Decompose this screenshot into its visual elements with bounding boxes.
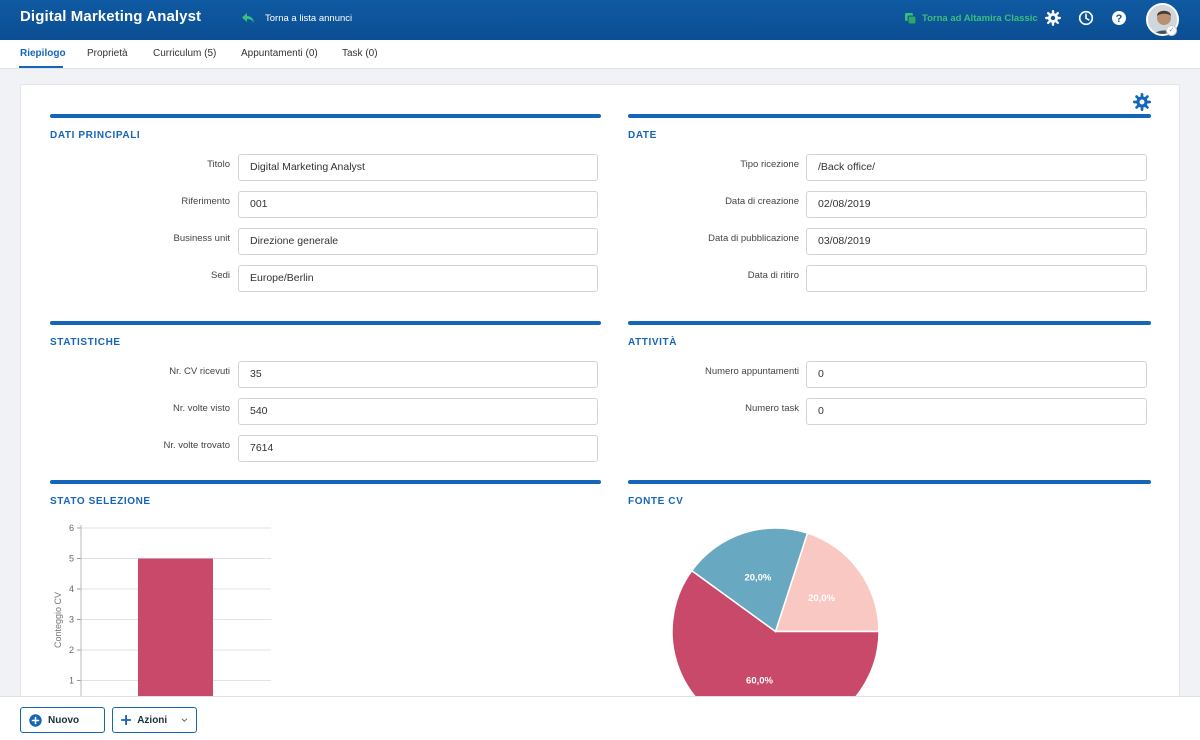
section-divider <box>628 480 1151 484</box>
plus-circle-icon <box>29 713 42 727</box>
section-title-statistiche: STATISTICHE <box>50 337 121 348</box>
tab-proprieta[interactable]: Proprietà <box>87 48 128 59</box>
titolo-field[interactable]: Digital Marketing Analyst <box>238 154 598 181</box>
clock-icon[interactable] <box>1078 10 1094 26</box>
gear-icon[interactable] <box>1045 10 1061 26</box>
stato-selezione-bar-chart: 1 2 3 4 5 6 Conteggio CV <box>53 523 271 703</box>
numero-appuntamenti-field[interactable]: 0 <box>806 361 1147 388</box>
altamira-classic-link[interactable]: Torna ad Altamira Classic <box>904 12 1038 25</box>
pie-slice <box>690 527 809 633</box>
cv-ricevuti-field[interactable]: 35 <box>238 361 598 388</box>
tab-curriculum[interactable]: Curriculum (5) <box>153 48 217 59</box>
help-icon[interactable]: ? <box>1111 10 1127 26</box>
pie-slice <box>774 532 880 633</box>
tab-appuntamenti[interactable]: Appuntamenti (0) <box>241 48 318 59</box>
section-divider <box>50 321 601 325</box>
chart-bar <box>138 558 213 703</box>
field-label-data-creazione: Data di creazione <box>725 196 799 207</box>
active-tab-indicator <box>19 66 63 68</box>
summary-card: DATI PRINCIPALI Titolo Digital Marketing… <box>20 84 1180 704</box>
tab-task[interactable]: Task (0) <box>342 48 378 59</box>
plus-icon <box>121 714 132 726</box>
section-divider <box>50 114 601 118</box>
data-pubblicazione-field[interactable]: 03/08/2019 <box>806 228 1147 255</box>
y-tick-label: 5 <box>69 554 74 564</box>
volte-visto-field[interactable]: 540 <box>238 398 598 425</box>
y-tick-label: 1 <box>69 676 74 686</box>
riferimento-field[interactable]: 001 <box>238 191 598 218</box>
pie-slice-label: 20,0% <box>808 593 835 604</box>
tab-bar: Riepilogo Proprietà Curriculum (5) Appun… <box>0 40 1200 69</box>
chevron-down-icon <box>181 718 188 722</box>
y-tick-label: 3 <box>69 615 74 625</box>
section-title-date: DATE <box>628 130 657 141</box>
tab-riepilogo[interactable]: Riepilogo <box>20 48 66 59</box>
back-to-list-link[interactable]: Torna a lista annunci <box>241 12 352 24</box>
sedi-field[interactable]: Europe/Berlin <box>238 265 598 292</box>
field-label-numero-task: Numero task <box>745 403 799 414</box>
y-tick-label: 2 <box>69 645 74 655</box>
back-arrow-icon <box>242 13 254 23</box>
copy-icon <box>905 13 917 25</box>
section-title-stato-selezione: STATO SELEZIONE <box>50 496 151 507</box>
numero-task-field[interactable]: 0 <box>806 398 1147 425</box>
data-ritiro-field[interactable] <box>806 265 1147 292</box>
pie-slice <box>671 569 880 703</box>
card-settings-gear-icon[interactable] <box>1133 93 1151 111</box>
section-divider <box>50 480 601 484</box>
section-title-dati-principali: DATI PRINCIPALI <box>50 130 141 141</box>
section-title-fonte-cv: FONTE CV <box>628 496 684 507</box>
field-label-titolo: Titolo <box>207 159 230 170</box>
field-label-data-pubblicazione: Data di pubblicazione <box>708 233 799 244</box>
volte-trovato-field[interactable]: 7614 <box>238 435 598 462</box>
field-label-riferimento: Riferimento <box>181 196 230 207</box>
section-divider <box>628 114 1151 118</box>
field-label-business-unit: Business unit <box>173 233 230 244</box>
field-label-volte-trovato: Nr. volte trovato <box>163 440 230 451</box>
page-title: Digital Marketing Analyst <box>20 8 202 25</box>
actions-dropdown-button[interactable]: Azioni <box>112 707 197 733</box>
fonte-cv-pie-chart: 20,0% 60,0% 20,0% <box>671 527 880 703</box>
top-bar: Digital Marketing Analyst Torna a lista … <box>0 0 1200 40</box>
field-label-cv-ricevuti: Nr. CV ricevuti <box>169 366 230 377</box>
data-creazione-field[interactable]: 02/08/2019 <box>806 191 1147 218</box>
pie-slice-label: 60,0% <box>746 676 773 687</box>
svg-text:?: ? <box>1116 13 1123 25</box>
y-tick-label: 6 <box>69 523 74 533</box>
section-divider <box>628 321 1151 325</box>
field-label-tipo-ricezione: Tipo ricezione <box>740 159 799 170</box>
classic-link-label: Torna ad Altamira Classic <box>922 13 1038 24</box>
new-button-label: Nuovo <box>48 714 80 726</box>
field-label-data-ritiro: Data di ritiro <box>747 270 799 281</box>
y-axis-label: Conteggio CV <box>53 592 63 648</box>
pie-slice-label: 20,0% <box>744 572 771 583</box>
bottom-action-bar: Nuovo Azioni <box>0 696 1200 740</box>
field-label-numero-appuntamenti: Numero appuntamenti <box>705 366 799 377</box>
new-button[interactable]: Nuovo <box>20 707 105 733</box>
back-link-label: Torna a lista annunci <box>265 12 353 24</box>
field-label-sedi: Sedi <box>210 270 230 281</box>
y-tick-label: 4 <box>69 584 74 594</box>
avatar-status-icon: ✓ <box>1166 25 1177 36</box>
actions-button-label: Azioni <box>137 714 168 726</box>
business-unit-field[interactable]: Direzione generale <box>238 228 598 255</box>
field-label-volte-visto: Nr. volte visto <box>172 403 230 414</box>
section-title-attivita: ATTIVITÀ <box>628 337 678 348</box>
tipo-ricezione-field[interactable]: /Back office/ <box>806 154 1147 181</box>
